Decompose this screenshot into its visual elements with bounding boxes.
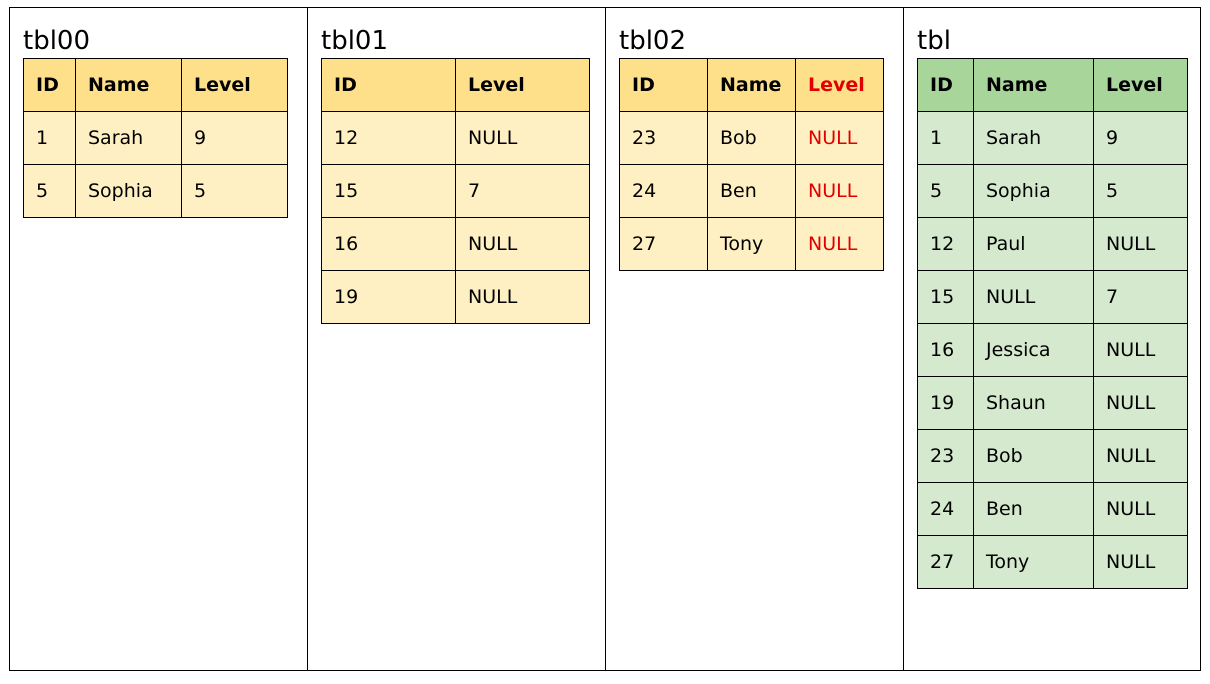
column-header-name: Name [75, 58, 182, 112]
cell-name: Sarah [973, 111, 1094, 165]
table-tbl02: ID Name Level 23 Bob NULL 24 Ben NULL 27… [619, 58, 884, 271]
cell-id: 23 [917, 429, 974, 483]
cell-level: NULL [455, 111, 590, 165]
cell-name: NULL [973, 270, 1094, 324]
table-row: 27 Tony NULL [619, 217, 884, 271]
cell-id: 19 [321, 270, 456, 324]
table-row: 12 Paul NULL [917, 217, 1188, 271]
cell-name: Bob [973, 429, 1094, 483]
cell-name: Tony [973, 535, 1094, 589]
cell-level: 7 [455, 164, 590, 218]
table-header-row: ID Level [321, 58, 590, 112]
cell-name: Sophia [75, 164, 182, 218]
cell-id: 5 [23, 164, 76, 218]
cell-name: Sophia [973, 164, 1094, 218]
panel-divider [307, 8, 308, 670]
cell-id: 24 [917, 482, 974, 536]
column-header-level: Level [181, 58, 288, 112]
cell-id: 23 [619, 111, 708, 165]
cell-id: 27 [917, 535, 974, 589]
panel-title-tbl02: tbl02 [619, 26, 687, 56]
cell-level: NULL [1093, 376, 1188, 430]
column-header-name: Name [707, 58, 796, 112]
cell-id: 15 [321, 164, 456, 218]
table-row: 19 Shaun NULL [917, 376, 1188, 430]
column-header-level: Level [795, 58, 884, 112]
cell-name: Sarah [75, 111, 182, 165]
cell-name: Paul [973, 217, 1094, 271]
cell-level: NULL [1093, 323, 1188, 377]
cell-name: Jessica [973, 323, 1094, 377]
cell-name: Tony [707, 217, 796, 271]
table-header-row: ID Name Level [917, 58, 1188, 112]
cell-id: 12 [917, 217, 974, 271]
column-header-id: ID [23, 58, 76, 112]
panel-title-tbl: tbl [917, 26, 951, 56]
table-row: 15 7 [321, 164, 590, 218]
table-row: 27 Tony NULL [917, 535, 1188, 589]
column-header-name: Name [973, 58, 1094, 112]
cell-level: NULL [795, 111, 884, 165]
table-row: 1 Sarah 9 [917, 111, 1188, 165]
cell-id: 16 [321, 217, 456, 271]
cell-id: 1 [917, 111, 974, 165]
table-row: 15 NULL 7 [917, 270, 1188, 324]
cell-name: Bob [707, 111, 796, 165]
cell-id: 19 [917, 376, 974, 430]
cell-level: 5 [181, 164, 288, 218]
cell-level: NULL [1093, 217, 1188, 271]
cell-level: NULL [1093, 535, 1188, 589]
table-tbl: ID Name Level 1 Sarah 9 5 Sophia 5 12 Pa… [917, 58, 1188, 589]
cell-level: 9 [1093, 111, 1188, 165]
panel-title-tbl00: tbl00 [23, 26, 91, 56]
table-row: 16 Jessica NULL [917, 323, 1188, 377]
column-header-level: Level [1093, 58, 1188, 112]
table-row: 19 NULL [321, 270, 590, 324]
table-row: 5 Sophia 5 [917, 164, 1188, 218]
cell-level: 7 [1093, 270, 1188, 324]
cell-level: NULL [455, 217, 590, 271]
cell-level: NULL [455, 270, 590, 324]
table-row: 1 Sarah 9 [23, 111, 288, 165]
cell-name: Shaun [973, 376, 1094, 430]
cell-level: 5 [1093, 164, 1188, 218]
cell-id: 15 [917, 270, 974, 324]
column-header-id: ID [917, 58, 974, 112]
cell-level: NULL [795, 217, 884, 271]
panels-frame [9, 7, 1201, 671]
cell-level: 9 [181, 111, 288, 165]
cell-id: 5 [917, 164, 974, 218]
table-row: 23 Bob NULL [917, 429, 1188, 483]
column-header-id: ID [619, 58, 708, 112]
panel-divider [605, 8, 606, 670]
cell-level: NULL [1093, 482, 1188, 536]
cell-level: NULL [795, 164, 884, 218]
table-tbl01: ID Level 12 NULL 15 7 16 NULL 19 NULL [321, 58, 590, 324]
cell-id: 24 [619, 164, 708, 218]
cell-id: 12 [321, 111, 456, 165]
table-header-row: ID Name Level [619, 58, 884, 112]
cell-level: NULL [1093, 429, 1188, 483]
table-row: 5 Sophia 5 [23, 164, 288, 218]
table-row: 23 Bob NULL [619, 111, 884, 165]
panel-title-tbl01: tbl01 [321, 26, 389, 56]
cell-name: Ben [707, 164, 796, 218]
cell-name: Ben [973, 482, 1094, 536]
column-header-level: Level [455, 58, 590, 112]
cell-id: 1 [23, 111, 76, 165]
table-row: 12 NULL [321, 111, 590, 165]
table-row: 24 Ben NULL [619, 164, 884, 218]
table-tbl00: ID Name Level 1 Sarah 9 5 Sophia 5 [23, 58, 288, 218]
table-row: 16 NULL [321, 217, 590, 271]
column-header-id: ID [321, 58, 456, 112]
table-row: 24 Ben NULL [917, 482, 1188, 536]
panel-divider [903, 8, 904, 670]
cell-id: 27 [619, 217, 708, 271]
cell-id: 16 [917, 323, 974, 377]
table-header-row: ID Name Level [23, 58, 288, 112]
